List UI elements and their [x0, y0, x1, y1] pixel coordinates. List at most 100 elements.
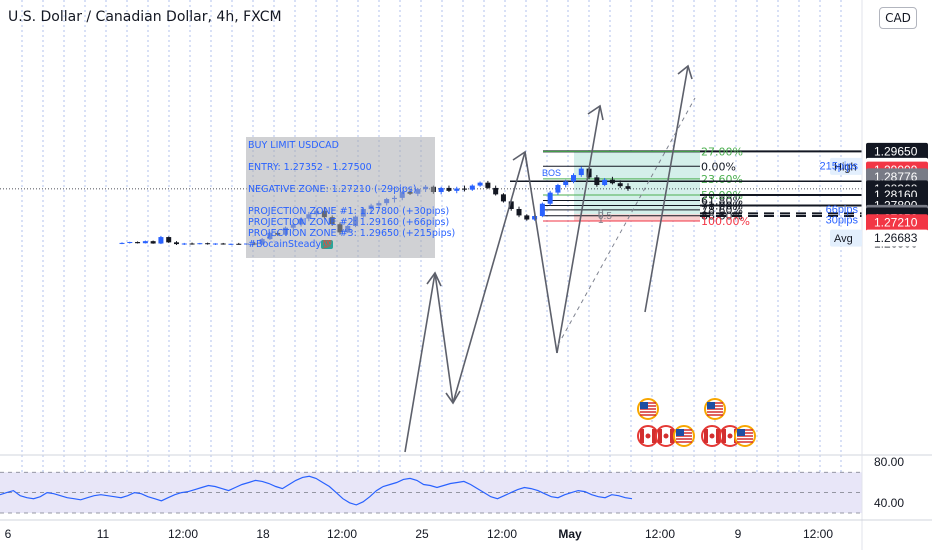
note-line: PROJECTION ZONE #1: 1.27800 (+30pips) — [248, 206, 450, 217]
trend-segment — [404, 272, 436, 453]
candle-body — [555, 185, 561, 193]
candle-body — [197, 243, 203, 245]
position-ratio-label: 0.5 — [598, 211, 612, 222]
candle-body — [477, 182, 483, 186]
price-label-text: 1.29650 — [874, 144, 918, 158]
candle-body — [212, 243, 218, 245]
fib-level-label: 27.00% — [701, 145, 743, 158]
time-tick-label: 12:00 — [487, 527, 517, 541]
us-flag-icon[interactable] — [734, 425, 756, 447]
note-line: BUY LIMIT USDCAD — [248, 140, 339, 151]
candle-body — [454, 188, 460, 191]
bos-label: BOS — [542, 168, 561, 178]
price-axis: 1.295001.285001.280001.265001.296501.291… — [819, 0, 928, 550]
rsi-tick-label: 80.00 — [874, 455, 904, 469]
note-spacer — [248, 195, 433, 206]
position-ratio-label: 1 — [598, 215, 604, 226]
candle-body — [142, 241, 148, 244]
note-hashtag: #BocainSteady — [248, 239, 322, 250]
price-tag-text: Avg — [834, 233, 853, 245]
time-tick-label: 12:00 — [327, 527, 357, 541]
candle-body — [158, 237, 164, 244]
time-tick-label: 12:00 — [645, 527, 675, 541]
candle-body — [462, 188, 468, 190]
fib-level-label: 0.00% — [701, 160, 736, 173]
candle-body — [135, 242, 141, 244]
candle-body — [173, 242, 179, 245]
price-label-box — [866, 229, 928, 247]
arrow-head — [677, 64, 693, 80]
candle-body — [508, 201, 514, 209]
note-line: PROJECTION ZONE #2: 1.29160 (+66pips) — [248, 217, 450, 228]
fibonacci-levels: 27.00%0.00%23.60%50.00%61.80%71.00%78.60… — [0, 145, 862, 228]
candle-body — [236, 243, 242, 245]
fib-level-label: 100.00% — [701, 215, 750, 228]
us-flag-icon[interactable] — [637, 398, 659, 420]
trend-drawings — [404, 64, 696, 453]
projection-dashed-line — [557, 97, 696, 346]
candle-body — [571, 175, 577, 182]
price-label-box — [866, 142, 928, 160]
price-label-text: 1.27210 — [874, 216, 918, 230]
projection-arrow — [644, 65, 689, 313]
arrow-head — [512, 150, 528, 167]
price-tag-box — [830, 157, 862, 175]
loss-zone — [574, 214, 700, 221]
candle-body — [532, 216, 538, 220]
trend-segment — [452, 151, 526, 404]
time-tick-label: 25 — [415, 527, 429, 541]
price-label-box — [866, 214, 928, 232]
candle-body — [181, 243, 187, 245]
pip-label: 30pips — [826, 214, 859, 226]
candle-body — [189, 243, 195, 245]
note-line: NEGATIVE ZONE: 1.27210 (-29pips) — [248, 184, 417, 195]
candle-body — [485, 182, 491, 188]
note-line: ENTRY: 1.27352 - 1.27500 — [248, 162, 372, 173]
candle-body — [166, 237, 172, 243]
fib-level-label: 23.60% — [701, 173, 743, 186]
candle-body — [524, 215, 530, 220]
candle-body — [602, 179, 608, 185]
price-tag-box — [830, 229, 862, 247]
candle-body — [500, 194, 506, 202]
candle-body — [438, 187, 444, 193]
candle-body — [516, 208, 522, 216]
position-ratio-label: 0 — [598, 208, 604, 219]
candle-body — [493, 187, 499, 195]
candle-body — [625, 186, 631, 189]
candle-body — [609, 179, 615, 184]
time-tick-label: 11 — [97, 527, 110, 541]
profit-zone — [574, 151, 700, 215]
currency-chip[interactable]: CAD — [879, 7, 917, 29]
candle-body — [205, 243, 211, 245]
candle-body — [228, 243, 234, 245]
price-tag-text: High — [834, 161, 857, 173]
note-spacer — [248, 173, 433, 184]
arrow-head — [426, 271, 442, 287]
candle-body — [446, 187, 452, 191]
time-tick-label: 12:00 — [168, 527, 198, 541]
candle-body — [220, 243, 226, 245]
us-flag-icon[interactable] — [704, 398, 726, 420]
canada-flag-icon[interactable] — [637, 425, 659, 447]
candle-body — [617, 183, 623, 187]
trend-segment — [434, 272, 454, 404]
time-tick-label: 18 — [256, 527, 270, 541]
rsi-indicator: 80.00 40.00 — [0, 454, 932, 514]
candle-body — [547, 192, 553, 204]
chart-title: U.S. Dollar / Canadian Dollar, 4h, FXCM — [8, 9, 282, 25]
arrow-head — [445, 390, 461, 405]
rsi-line — [0, 475, 633, 506]
rsi-band — [0, 472, 862, 513]
trade-plan-note[interactable]: BUY LIMIT USDCAD ENTRY: 1.27352 - 1.2750… — [246, 137, 455, 258]
hundred-points-icon: 💯 — [321, 240, 334, 249]
candle-body — [119, 242, 125, 244]
price-label-text: 1.26683 — [874, 231, 918, 245]
candle-body — [563, 181, 569, 185]
note-line-tagged: #BocainSteady💯 — [248, 239, 433, 250]
pip-label: 66pips — [826, 204, 859, 216]
time-axis: 6 11 12:00 18 12:00 25 12:00 May 12:00 9 12:00 — [0, 519, 932, 541]
candle-body — [127, 242, 133, 244]
us-flag-icon[interactable] — [673, 425, 695, 447]
